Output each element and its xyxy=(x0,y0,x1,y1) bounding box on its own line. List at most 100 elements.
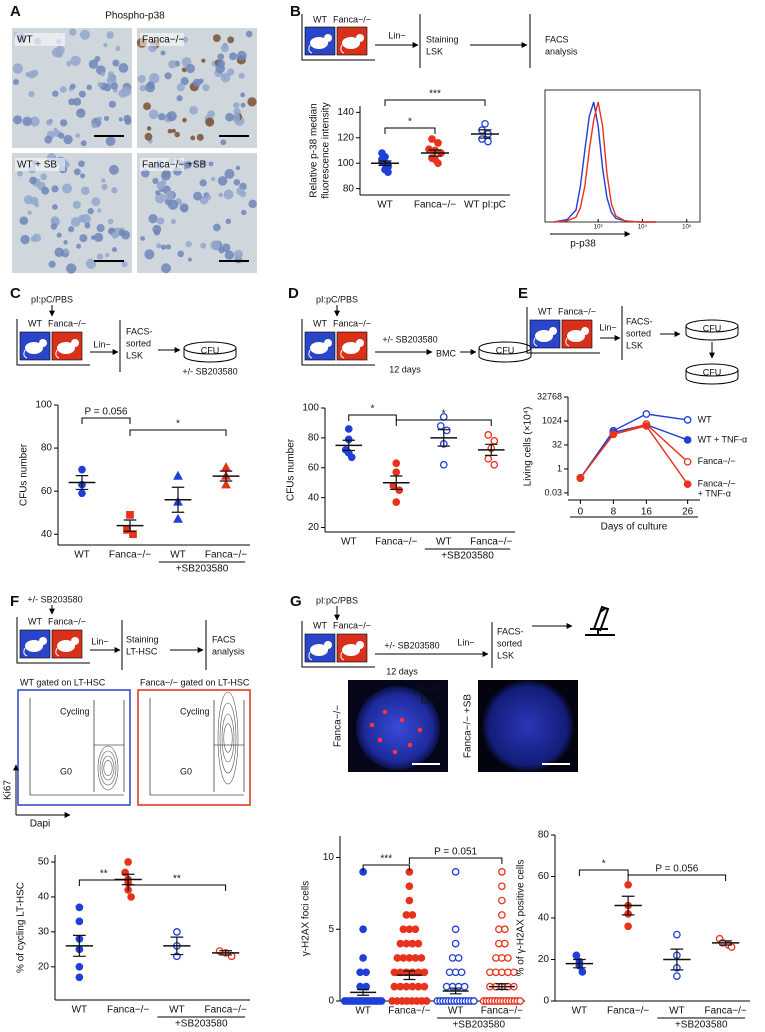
point xyxy=(78,465,86,474)
point xyxy=(173,470,183,480)
cell xyxy=(110,82,119,90)
mouse-tail xyxy=(23,647,28,657)
cell xyxy=(180,77,189,86)
cell xyxy=(73,97,82,106)
point xyxy=(683,436,692,444)
point xyxy=(673,972,681,980)
cell xyxy=(105,136,116,147)
cell xyxy=(168,60,177,69)
schematic-label: FACS- xyxy=(126,326,153,336)
mouse-head xyxy=(39,339,47,347)
cell xyxy=(51,47,62,58)
cell xyxy=(144,132,153,141)
point xyxy=(673,930,681,939)
schematic-label: Lin− xyxy=(91,636,108,646)
group-label: +SB203580 xyxy=(441,551,494,562)
schematic-label: Fanca−/− xyxy=(333,318,371,328)
cell xyxy=(152,177,159,184)
cell xyxy=(20,234,30,245)
mouse-tail xyxy=(533,337,538,347)
cell xyxy=(160,170,171,181)
cell xyxy=(217,176,228,186)
mouse xyxy=(310,644,328,656)
point xyxy=(498,868,506,876)
cell xyxy=(227,36,235,44)
cell xyxy=(185,63,196,74)
cell xyxy=(247,97,257,107)
mouse-tail xyxy=(55,349,60,359)
cell xyxy=(118,229,126,237)
schematic-label: WT xyxy=(538,306,552,316)
cell xyxy=(165,244,172,250)
mouse-tail xyxy=(55,647,60,657)
schematic-label: FACS- xyxy=(626,316,653,326)
point xyxy=(422,997,431,1005)
schematic-label: Lin− xyxy=(93,339,110,349)
cell xyxy=(182,117,187,123)
cell xyxy=(200,242,207,249)
cell xyxy=(174,131,180,138)
mouse-head xyxy=(324,641,332,649)
y-tick-label: 0.03 xyxy=(544,487,562,497)
error-bar xyxy=(495,983,508,991)
schematic-label: LSK xyxy=(426,46,443,56)
cell xyxy=(70,83,76,90)
y-tick-label: 20 xyxy=(38,961,50,972)
contour xyxy=(219,702,237,774)
cell xyxy=(31,69,39,77)
y-axis-label: fluorescence intensity xyxy=(321,102,332,198)
schematic-label: Fanca−/− xyxy=(48,318,86,328)
point xyxy=(221,479,231,489)
x-tick-label: 10⁴ xyxy=(638,224,648,231)
cell xyxy=(167,128,173,134)
cell xyxy=(106,31,114,39)
point xyxy=(75,962,84,971)
mouse-tail xyxy=(308,44,313,54)
x-tick-label: WT xyxy=(72,1005,88,1016)
axis-label: Dapi xyxy=(30,819,51,830)
cell xyxy=(52,90,59,97)
nucleus xyxy=(356,686,440,770)
cell xyxy=(97,208,102,213)
cell xyxy=(84,222,91,229)
schematic-label: LSK xyxy=(126,350,143,360)
mouse xyxy=(25,640,43,652)
legend-label: + TNF-α xyxy=(698,489,731,499)
error-bar xyxy=(75,475,89,491)
significance-label: P = 0.051 xyxy=(434,847,477,858)
point xyxy=(470,997,478,1005)
point xyxy=(498,882,506,891)
cell xyxy=(184,161,192,169)
schematic-label: Fanca−/− xyxy=(333,620,371,630)
cell xyxy=(48,260,56,268)
point xyxy=(498,896,506,905)
cell xyxy=(205,117,215,127)
x-axis-label: p-p38 xyxy=(570,239,596,250)
cell xyxy=(218,247,225,254)
cell xyxy=(202,84,210,92)
x-tick-label: 26 xyxy=(682,507,694,518)
focus xyxy=(399,717,405,723)
stain-label: γH2AX xyxy=(413,684,444,695)
x-tick-label: 0 xyxy=(578,507,584,518)
significance-bracket xyxy=(408,857,503,864)
point xyxy=(434,139,442,147)
point xyxy=(451,925,460,934)
significance-bracket xyxy=(395,419,492,426)
cell xyxy=(181,67,187,73)
panel-letter: F xyxy=(10,593,19,610)
mouse-head xyxy=(71,637,79,645)
cell xyxy=(85,258,97,269)
tile-label: Fanca−/− +SB xyxy=(142,160,207,171)
cell xyxy=(160,179,167,186)
cell xyxy=(140,236,146,241)
point xyxy=(490,460,499,469)
cell xyxy=(218,192,224,198)
x-tick-label: WT xyxy=(448,1006,464,1017)
panel-letter: G xyxy=(290,593,302,610)
panel-letter: A xyxy=(10,3,21,20)
cell xyxy=(121,86,132,97)
cell xyxy=(111,247,118,253)
cell xyxy=(40,173,47,181)
significance-label: * xyxy=(442,409,446,420)
